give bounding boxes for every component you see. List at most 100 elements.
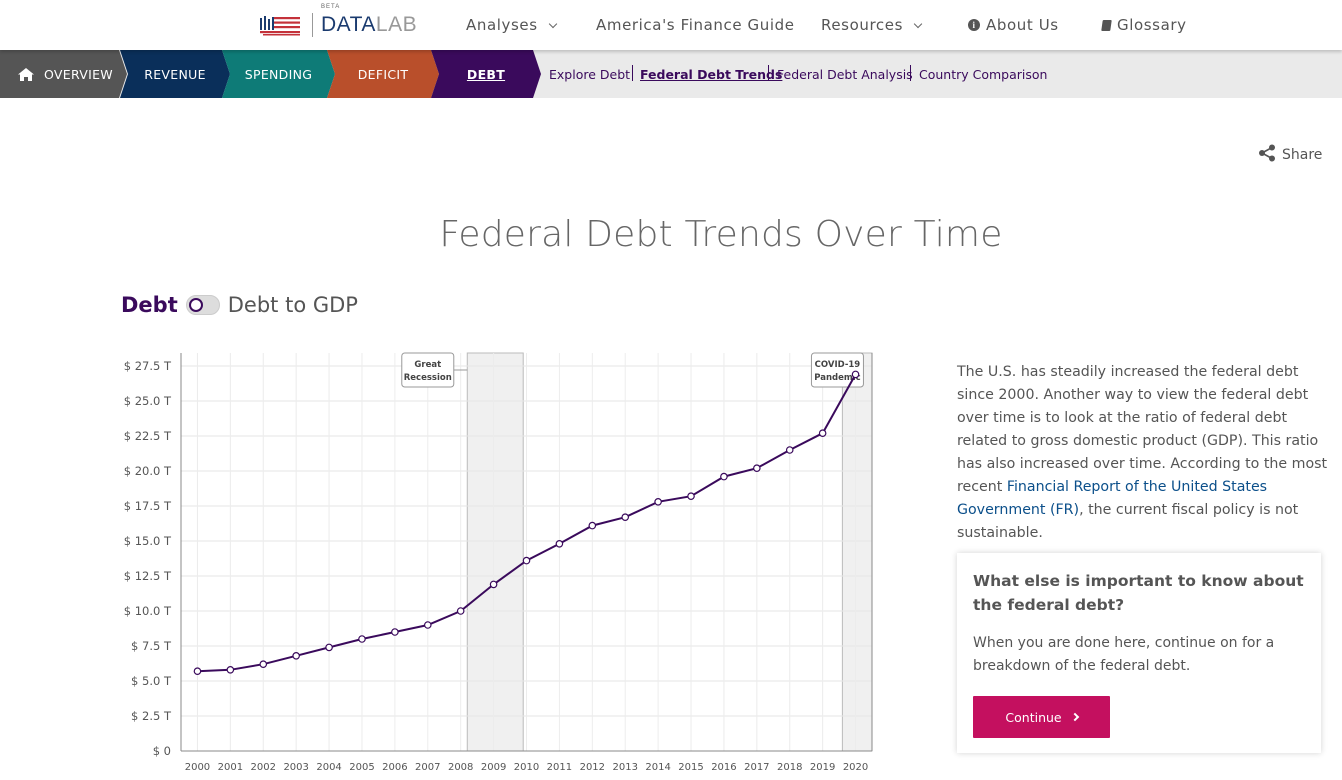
y-tick-label: $ 27.5 T — [124, 359, 172, 373]
datalab-logo[interactable]: BETA DATALAB — [260, 4, 418, 40]
continue-label: Continue — [1005, 709, 1062, 725]
debt-line-chart: $ 0 $ 2.5 T $ 5.0 T $ 7.5 T $ 10.0 T $ 12.5 T… — [124, 352, 873, 773]
data-point — [489, 580, 498, 589]
description-text: The U.S. has steadily increased the fede… — [957, 361, 1329, 545]
beta-label: BETA — [321, 4, 341, 10]
tab-revenue[interactable]: REVENUE — [120, 50, 230, 98]
chevron-down-icon — [548, 19, 557, 29]
sub-link-explore-debt[interactable]: Explore Debt — [549, 67, 631, 82]
tab-revenue-label: REVENUE — [144, 66, 206, 82]
logo-divider — [312, 13, 313, 37]
nav-analyses-label: Analyses — [466, 16, 538, 34]
top-header: BETA DATALAB Analyses America's Finance … — [0, 0, 1342, 50]
sub-link-federal-debt-analysis[interactable]: Federal Debt Analysis — [777, 67, 913, 82]
logo-data-text: DATA — [321, 13, 376, 36]
x-tick-label: 2007 — [415, 762, 440, 773]
data-point — [522, 556, 531, 565]
toggle-debt-label[interactable]: Debt — [121, 293, 178, 317]
y-tick-label: $ 22.5 T — [124, 429, 172, 443]
data-point — [785, 446, 794, 454]
home-icon — [18, 68, 34, 81]
tab-spending-label: SPENDING — [244, 66, 313, 82]
x-tick-label: 2005 — [349, 762, 374, 773]
shaded-period — [841, 352, 873, 752]
x-tick-label: 2018 — [777, 762, 802, 773]
x-tick-label: 2009 — [481, 762, 506, 773]
x-tick-label: 2012 — [580, 762, 605, 773]
data-point — [259, 660, 268, 669]
chevron-down-icon — [913, 19, 923, 29]
nav-glossary-label: Glossary — [1117, 16, 1187, 34]
chevron-right-icon — [1070, 712, 1079, 722]
logo-wordmark: BETA DATALAB — [321, 4, 418, 37]
x-tick-label: 2006 — [382, 762, 407, 773]
period-label: Great — [414, 360, 441, 370]
sub-link-federal-debt-trends[interactable]: Federal Debt Trends — [640, 67, 783, 82]
x-tick-label: 2016 — [711, 762, 736, 773]
sub-link-divider — [910, 65, 911, 81]
toggle-knob — [188, 298, 203, 312]
y-tick-label: $ 17.5 T — [124, 499, 172, 513]
tab-overview[interactable]: OVERVIEW — [0, 50, 127, 98]
book-icon — [1101, 19, 1112, 31]
data-point — [292, 651, 300, 660]
y-tick-label: $ 0 — [153, 744, 171, 758]
x-tick-label: 2014 — [645, 762, 670, 773]
data-point — [654, 498, 662, 506]
card-title: What else is important to know about the… — [973, 572, 1304, 614]
period-label: COVID-19 — [815, 360, 861, 370]
data-point — [325, 643, 333, 652]
data-point — [358, 635, 366, 643]
x-tick-label: 2010 — [514, 762, 539, 773]
x-tick-label: 2008 — [448, 762, 473, 773]
description-tail: , the current fiscal policy is not susta… — [957, 502, 1299, 541]
sub-link-divider — [768, 65, 769, 81]
data-point — [851, 370, 860, 379]
data-point — [753, 464, 761, 473]
info-icon: i — [968, 19, 980, 31]
tab-overview-label: OVERVIEW — [44, 66, 113, 82]
nav-about-us[interactable]: i About Us — [968, 16, 1059, 34]
nav-americas-finance-guide[interactable]: America's Finance Guide — [596, 16, 795, 34]
y-tick-label: $ 20.0 T — [124, 464, 172, 478]
nav-glossary[interactable]: Glossary — [1101, 16, 1187, 34]
y-tick-label: $ 25.0 T — [124, 394, 172, 408]
y-tick-label: $ 10.0 T — [124, 604, 172, 618]
share-label: Share — [1282, 147, 1323, 163]
period-label: Pandemic — [814, 373, 860, 383]
x-tick-label: 2002 — [251, 762, 276, 773]
x-tick-label: 2011 — [547, 762, 572, 773]
period-label: Recession — [404, 373, 452, 383]
nav-about-label: About Us — [986, 16, 1059, 34]
sub-link-country-comparison[interactable]: Country Comparison — [919, 67, 1048, 82]
tab-spending[interactable]: SPENDING — [222, 50, 335, 98]
x-tick-label: 2017 — [744, 762, 769, 773]
tab-debt-label: DEBT — [466, 66, 506, 82]
share-button[interactable]: Share — [1258, 144, 1322, 166]
nav-finance-guide-label: America's Finance Guide — [596, 16, 795, 34]
toggle-debt-to-gdp-label[interactable]: Debt to GDP — [227, 293, 358, 317]
data-point — [687, 492, 695, 501]
toggle-switch[interactable] — [185, 295, 220, 315]
continue-button[interactable]: Continue — [973, 696, 1110, 738]
y-tick-label: $ 2.5 T — [131, 709, 172, 723]
period-label-box — [401, 352, 455, 388]
financial-report-link[interactable]: Financial Report of the United States Go… — [957, 479, 1268, 518]
y-tick-label: $ 12.5 T — [124, 569, 172, 583]
tab-deficit[interactable]: DEFICIT — [327, 50, 439, 98]
x-tick-label: 2013 — [612, 762, 637, 773]
flag-logo-icon — [260, 14, 302, 36]
x-tick-label: 2019 — [810, 762, 835, 773]
data-point — [720, 472, 728, 481]
x-tick-label: 2015 — [678, 762, 703, 773]
nav-analyses[interactable]: Analyses — [466, 16, 557, 34]
data-point — [621, 513, 630, 522]
share-icon — [1258, 144, 1276, 166]
logo-lab-text: LAB — [375, 13, 418, 36]
page-title: Federal Debt Trends Over Time — [439, 214, 1003, 255]
data-point — [818, 429, 827, 438]
tab-debt[interactable]: DEBT — [431, 50, 541, 98]
nav-resources[interactable]: Resources — [821, 16, 923, 34]
federal-debt-chart: $ 0 $ 2.5 T $ 5.0 T $ 7.5 T $ 10.0 T $ 12.5 T… — [110, 345, 890, 780]
data-point — [226, 665, 235, 674]
